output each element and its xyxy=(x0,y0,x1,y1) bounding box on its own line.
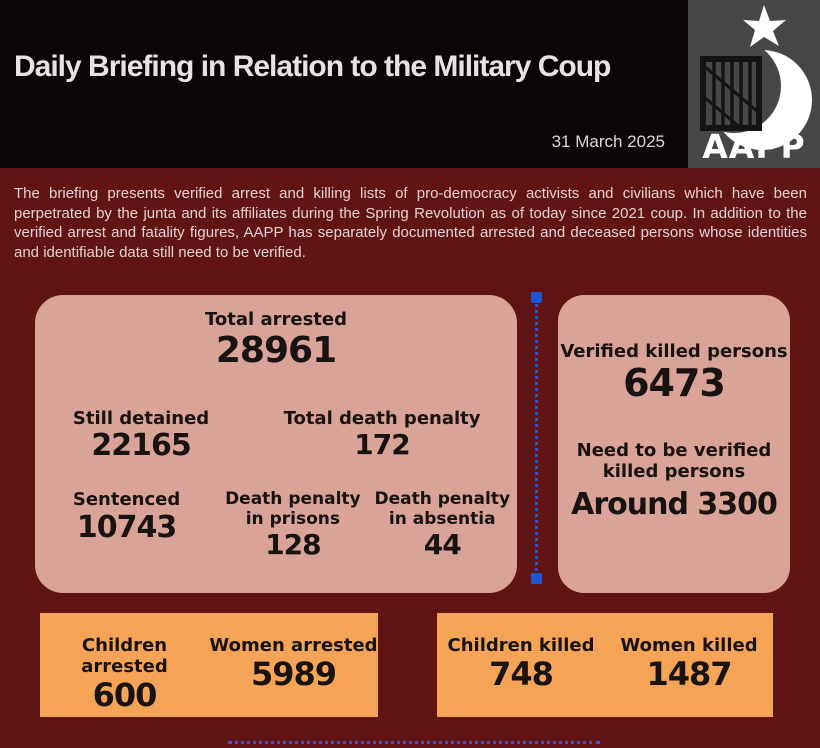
stat-total-arrested: Total arrested 28961 xyxy=(205,309,347,372)
intro-paragraph: The briefing presents verified arrest an… xyxy=(14,185,807,261)
killed-stats-panel: Verified killed persons 6473 Need to be … xyxy=(558,295,790,593)
stat-still-detained: Still detained 22165 xyxy=(72,407,210,463)
stat-children-arrested: Children arrested 600 xyxy=(81,635,168,715)
stat-total-death-penalty: Total death penalty 172 xyxy=(283,407,481,461)
arrest-stats-panel: Total arrested 28961 Still detained 2216… xyxy=(35,295,517,593)
stat-children-killed: Children killed 748 xyxy=(447,635,595,694)
header: Daily Briefing in Relation to the Milita… xyxy=(0,0,820,168)
stat-unverified-killed: Need to be verified killed persons Aroun… xyxy=(571,439,778,523)
divider-handle-bottom xyxy=(531,573,542,584)
stat-death-penalty-absentia: Death penalty in absentia 44 xyxy=(374,489,511,562)
killed-demographics-box: Children killed 748 Women killed 1487 xyxy=(437,613,773,717)
stat-verified-killed: Verified killed persons 6473 xyxy=(560,341,788,406)
stat-sentenced: Sentenced 10743 xyxy=(72,489,181,545)
bottom-dotted-line xyxy=(228,741,600,744)
stat-women-killed: Women killed 1487 xyxy=(620,635,758,694)
aapp-crescent-star-prison-bars-icon: AAPP xyxy=(688,5,812,166)
divider-handle-top xyxy=(531,292,542,303)
briefing-date: 31 March 2025 xyxy=(551,132,665,151)
stat-women-arrested: Women arrested 5989 xyxy=(209,635,378,694)
arrested-demographics-box: Children arrested 600 Women arrested 598… xyxy=(40,613,378,717)
aapp-logo: AAPP xyxy=(688,0,820,168)
stat-death-penalty-prisons: Death penalty in prisons 128 xyxy=(225,489,361,562)
page-title: Daily Briefing in Relation to the Milita… xyxy=(14,50,611,83)
aapp-logo-text: AAPP xyxy=(702,127,805,166)
dotted-divider-line xyxy=(535,297,538,579)
